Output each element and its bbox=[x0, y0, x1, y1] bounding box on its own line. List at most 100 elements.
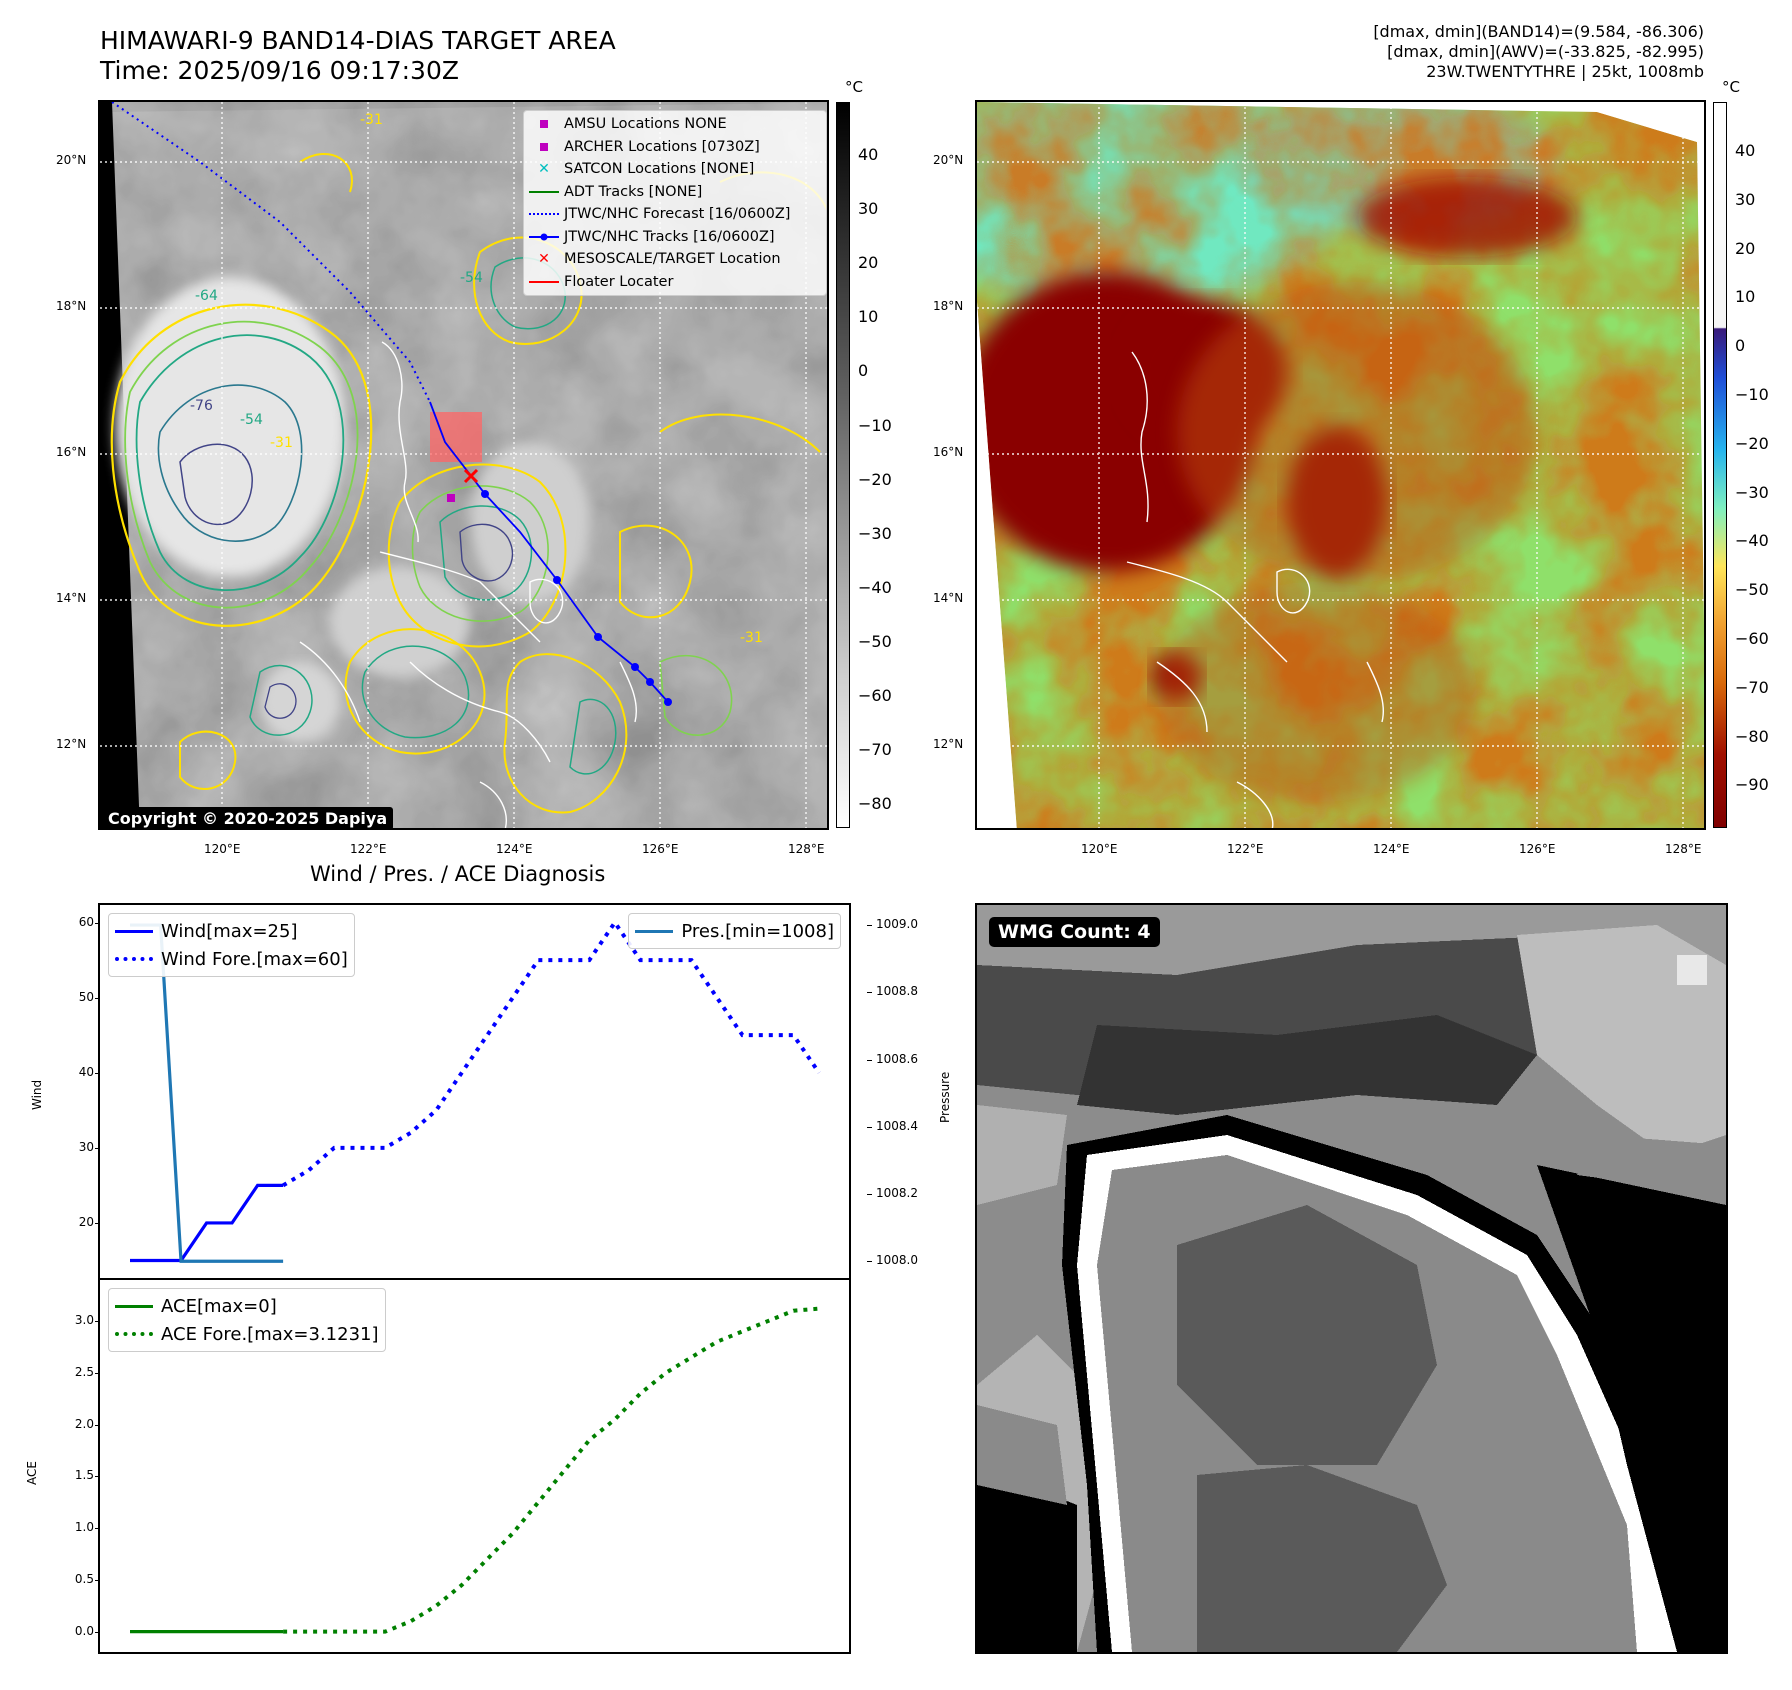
ace-axis-tick-mark bbox=[95, 1528, 100, 1530]
ace-legend: ACE[max=0] ACE Fore.[max=3.1231] bbox=[108, 1288, 386, 1352]
pressure-axis-label: Pressure bbox=[938, 1071, 952, 1123]
band14-colorbar-tick: −70 bbox=[858, 740, 892, 760]
awv-colorbar-tick: −70 bbox=[1735, 677, 1769, 697]
legend-item: ARCHER Locations [0730Z] bbox=[524, 136, 826, 159]
legend-item: ✕ SATCON Locations [NONE] bbox=[524, 158, 826, 181]
band14-colorbar-tick: −30 bbox=[858, 523, 892, 543]
awv-map-panel bbox=[975, 100, 1706, 830]
wind-axis-tick: 30 bbox=[78, 1139, 94, 1154]
awv-colorbar-tick: 40 bbox=[1735, 141, 1756, 160]
floater-locater-box bbox=[430, 412, 482, 462]
line-icon bbox=[635, 929, 674, 933]
lat-label: 18°N bbox=[933, 299, 964, 313]
band14-colorbar-unit: °C bbox=[845, 78, 863, 96]
legend-label: ADT Tracks [NONE] bbox=[564, 183, 703, 200]
ace-axis-tick-mark bbox=[95, 1321, 100, 1323]
lon-label: 128°E bbox=[1665, 842, 1702, 856]
legend-item: ✕ MESOSCALE/TARGET Location bbox=[524, 248, 826, 271]
lon-label: 124°E bbox=[496, 842, 533, 856]
pressure-axis-tick: 1008.8 bbox=[876, 984, 918, 999]
awv-colorbar-tick: −50 bbox=[1735, 580, 1769, 600]
band14-colorbar-tick: 10 bbox=[858, 307, 879, 327]
ace-axis-tick: 3.0 bbox=[74, 1313, 94, 1328]
pressure-axis-tick: 1008.0 bbox=[876, 1253, 918, 1268]
pressure-axis-tick-mark bbox=[867, 992, 872, 994]
stats-band14: [dmax, dmin](BAND14)=(9.584, -86.306) bbox=[1373, 22, 1704, 41]
lat-label: 16°N bbox=[56, 445, 87, 459]
lat-label: 14°N bbox=[56, 591, 87, 605]
ace-axis-tick-mark bbox=[95, 1424, 100, 1426]
contour-label: -31 bbox=[360, 112, 383, 128]
contour-label: -31 bbox=[270, 435, 293, 451]
wmg-panel: WMG Count: 4 bbox=[975, 903, 1728, 1654]
legend-label: SATCON Locations [NONE] bbox=[564, 161, 755, 178]
wmg-count-badge: WMG Count: 4 bbox=[989, 917, 1160, 947]
legend-item: AMSU Locations NONE bbox=[524, 113, 826, 136]
lon-label: 122°E bbox=[350, 842, 387, 856]
ace-plot bbox=[130, 1306, 820, 1634]
contour-label: -76 bbox=[190, 398, 213, 414]
awv-colorbar-tick: −90 bbox=[1735, 775, 1769, 795]
legend-label: ACE[max=0] bbox=[161, 1295, 277, 1317]
wind-axis-tick: 20 bbox=[78, 1214, 94, 1229]
lat-label: 16°N bbox=[933, 445, 964, 459]
awv-colorbar-tick: 0 bbox=[1735, 336, 1746, 356]
wind-axis-tick-mark bbox=[95, 1147, 100, 1149]
figure-title: HIMAWARI-9 BAND14-DIAS TARGET AREA bbox=[100, 26, 616, 55]
wind-axis-tick: 60 bbox=[78, 914, 94, 929]
awv-colorbar-tick: −30 bbox=[1735, 482, 1769, 502]
lon-label: 122°E bbox=[1227, 842, 1264, 856]
band14-colorbar-tick: −20 bbox=[858, 469, 892, 489]
wind-axis-tick-mark bbox=[95, 1072, 100, 1074]
line-icon bbox=[115, 929, 153, 933]
dotted-line-icon bbox=[115, 1332, 153, 1336]
ace-chart: ACE[max=0] ACE Fore.[max=3.1231] bbox=[98, 1278, 851, 1654]
awv-colorbar-tick: −20 bbox=[1735, 433, 1769, 453]
ace-axis-tick: 2.5 bbox=[74, 1364, 94, 1379]
wind-axis-label: Wind bbox=[30, 1079, 44, 1110]
lat-label: 12°N bbox=[933, 737, 964, 751]
lon-label: 124°E bbox=[1373, 842, 1410, 856]
band14-colorbar-tick: −10 bbox=[858, 415, 892, 435]
lat-label: 18°N bbox=[56, 299, 87, 313]
legend-item: JTWC/NHC Tracks [16/0600Z] bbox=[524, 226, 826, 249]
dotted-line-icon bbox=[529, 213, 559, 216]
pressure-axis-tick-mark bbox=[867, 1059, 872, 1061]
band14-legend: AMSU Locations NONE ARCHER Locations [07… bbox=[523, 110, 827, 296]
copyright-badge: Copyright © 2020-2025 Dapiya bbox=[102, 807, 394, 828]
pressure-axis-tick: 1009.0 bbox=[876, 917, 918, 932]
contour-label: -64 bbox=[195, 288, 218, 304]
x-marker-icon: ✕ bbox=[538, 161, 550, 178]
legend-label: JTWC/NHC Tracks [16/0600Z] bbox=[564, 228, 775, 245]
ace-axis-tick: 1.0 bbox=[74, 1520, 94, 1535]
band14-colorbar bbox=[836, 102, 850, 828]
ace-axis-tick: 0.5 bbox=[74, 1571, 94, 1586]
ace-axis-label: ACE bbox=[25, 1461, 39, 1485]
contour-label: -31 bbox=[740, 630, 763, 646]
band14-map-panel: -31 -64 -76 -54 -31 -54 -31 AMSU Locatio… bbox=[98, 100, 829, 830]
band14-colorbar-tick: −40 bbox=[858, 577, 892, 597]
legend-label: AMSU Locations NONE bbox=[564, 116, 727, 133]
legend-label: MESOSCALE/TARGET Location bbox=[564, 251, 781, 268]
lat-label: 12°N bbox=[56, 737, 87, 751]
series-line bbox=[130, 1183, 284, 1263]
ace-axis-tick-mark bbox=[95, 1476, 100, 1478]
pressure-legend: Pres.[min=1008] bbox=[628, 913, 841, 949]
ace-axis-tick: 1.5 bbox=[74, 1468, 94, 1483]
band14-colorbar-tick: 0 bbox=[858, 361, 869, 381]
legend-item: Floater Locater bbox=[524, 271, 826, 294]
line-icon bbox=[115, 1304, 153, 1308]
legend-item: Wind[max=25] bbox=[115, 917, 348, 945]
archer-location-marker bbox=[447, 494, 455, 502]
band14-colorbar-tick: 20 bbox=[858, 253, 879, 273]
line-icon bbox=[529, 190, 559, 193]
awv-colorbar-tick: 30 bbox=[1735, 189, 1756, 209]
square-marker-icon bbox=[540, 120, 548, 129]
wind-legend: Wind[max=25] Wind Fore.[max=60] bbox=[108, 913, 355, 977]
wind-axis-tick: 40 bbox=[78, 1064, 94, 1079]
wind-axis-tick: 50 bbox=[78, 989, 94, 1004]
line-icon bbox=[529, 280, 559, 283]
ace-axis-tick: 0.0 bbox=[74, 1623, 94, 1638]
figure-time: Time: 2025/09/16 09:17:30Z bbox=[100, 56, 459, 85]
diagnosis-title: Wind / Pres. / ACE Diagnosis bbox=[310, 862, 606, 886]
